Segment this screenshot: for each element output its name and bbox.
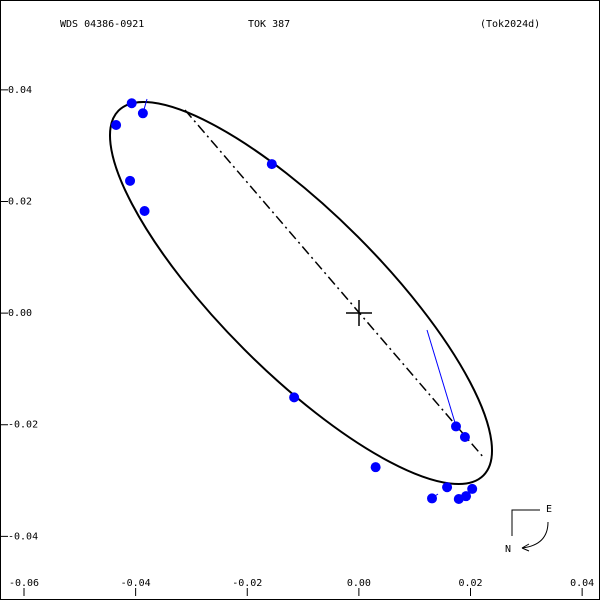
compass-arrow — [521, 521, 549, 549]
data-point — [289, 392, 300, 403]
compass-north: N — [505, 544, 511, 555]
data-point — [125, 175, 136, 186]
data-point — [461, 491, 472, 502]
data-point — [370, 462, 381, 473]
y-tick-label: -0.02 — [8, 420, 38, 431]
data-point — [467, 483, 478, 494]
x-tick-label: 0.02 — [458, 578, 482, 589]
chart-subtitle: TOK 387 — [248, 19, 290, 30]
data-point — [427, 493, 437, 504]
reference: (Tok2024d) — [480, 19, 540, 30]
compass — [511, 509, 540, 536]
x-tick-label: 0.04 — [570, 578, 594, 589]
residual — [426, 329, 457, 427]
y-tick-label: 0.00 — [8, 308, 32, 319]
data-point — [137, 108, 148, 119]
y-tick-label: 0.04 — [8, 85, 32, 96]
data-point — [266, 159, 277, 170]
y-tick-label: -0.04 — [8, 531, 38, 542]
x-tick-label: -0.04 — [121, 578, 151, 589]
y-tick-label: 0.02 — [8, 196, 32, 207]
line-of-nodes — [184, 109, 485, 459]
data-point — [126, 98, 137, 109]
x-tick-label: -0.02 — [232, 578, 262, 589]
x-tick-label: 0.00 — [347, 578, 371, 589]
data-point — [442, 482, 453, 493]
compass-arrow — [521, 543, 530, 552]
data-point — [111, 120, 122, 131]
data-point — [451, 421, 461, 432]
x-tick-label: -0.06 — [9, 578, 39, 589]
orbit — [108, 100, 494, 486]
data-point — [459, 432, 470, 443]
compass-east: E — [546, 504, 552, 515]
data-point — [139, 205, 150, 216]
chart-title: WDS 04386-0921 — [60, 19, 144, 30]
